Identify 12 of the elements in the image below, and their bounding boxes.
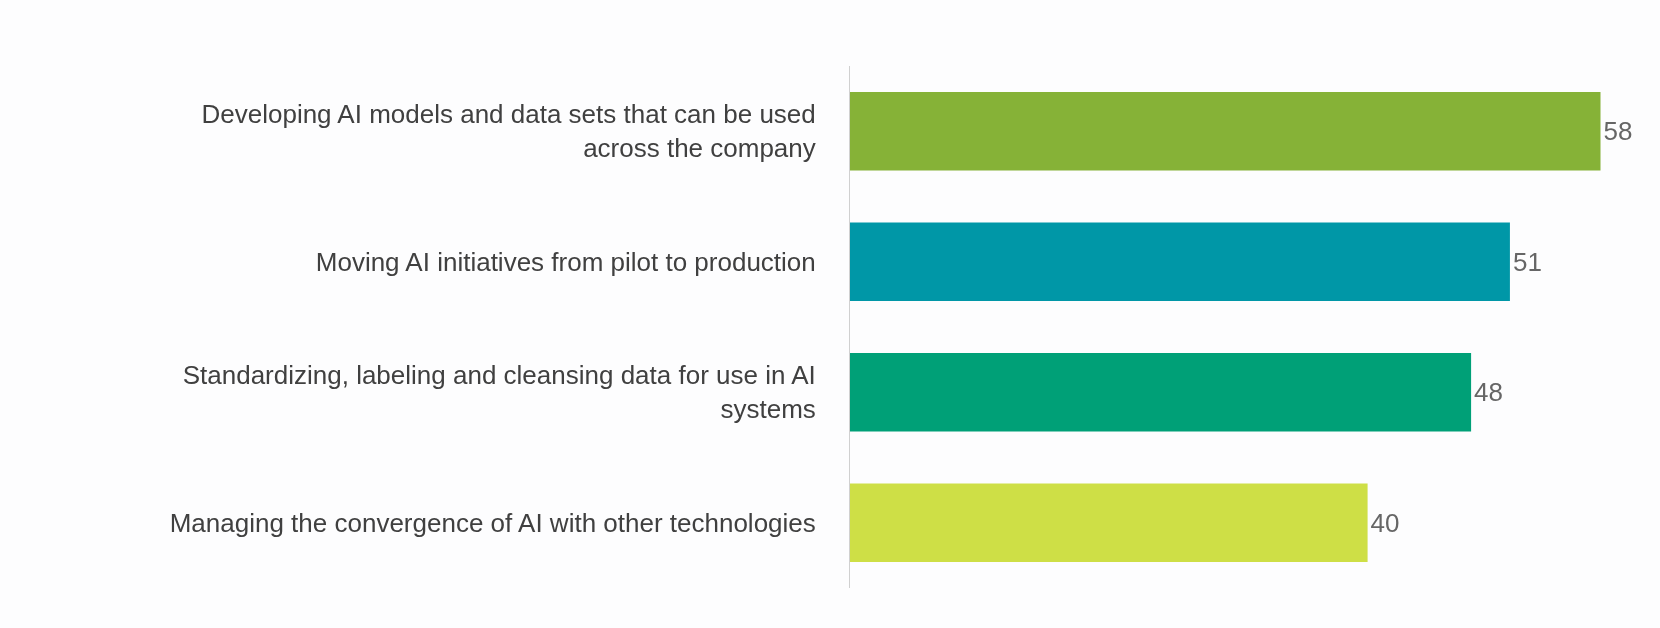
bar bbox=[850, 483, 1368, 562]
data-label: 48 bbox=[1474, 377, 1504, 408]
y-tick-label: Developing AI models and data sets that can be used across the company bbox=[201, 99, 816, 164]
bar bbox=[850, 353, 1472, 432]
data-label: 58 bbox=[1603, 116, 1633, 147]
y-tick-label: Moving AI initiatives from pilot to production bbox=[315, 246, 816, 277]
y-tick-label: Managing the convergence of AI with other technologies bbox=[169, 507, 816, 538]
data-label: 40 bbox=[1370, 507, 1400, 538]
y-tick-label: Standardizing, labeling and cleansing data for use in AI systems bbox=[182, 360, 816, 425]
bar bbox=[850, 92, 1601, 171]
bar bbox=[850, 222, 1510, 301]
data-label: 51 bbox=[1512, 246, 1542, 277]
